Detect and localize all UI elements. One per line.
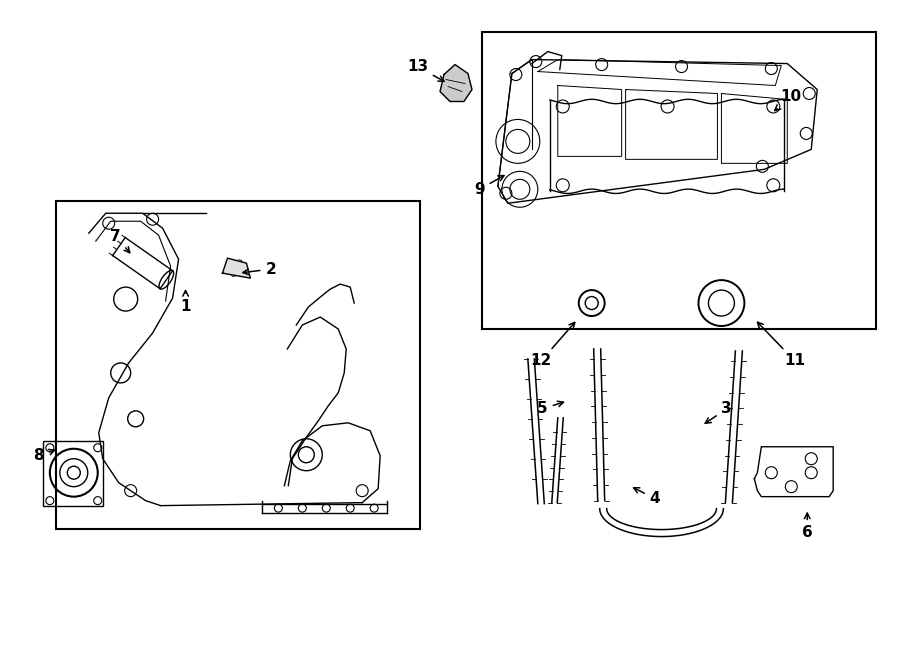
Text: 5: 5 bbox=[537, 401, 563, 416]
Text: 2: 2 bbox=[243, 262, 276, 277]
Text: 4: 4 bbox=[634, 488, 661, 506]
Text: 1: 1 bbox=[180, 291, 191, 313]
Bar bbox=[482, 32, 876, 329]
Bar bbox=[56, 201, 420, 529]
Text: 9: 9 bbox=[474, 176, 504, 197]
Polygon shape bbox=[440, 65, 472, 102]
Text: 11: 11 bbox=[758, 323, 806, 368]
Text: 7: 7 bbox=[111, 229, 130, 253]
Text: 3: 3 bbox=[706, 401, 732, 423]
Text: 13: 13 bbox=[407, 59, 444, 81]
Polygon shape bbox=[222, 258, 250, 278]
Bar bbox=[43, 441, 103, 506]
Text: 6: 6 bbox=[802, 513, 813, 540]
Text: 12: 12 bbox=[530, 323, 575, 368]
Text: 8: 8 bbox=[33, 448, 55, 463]
Text: 10: 10 bbox=[775, 89, 802, 110]
